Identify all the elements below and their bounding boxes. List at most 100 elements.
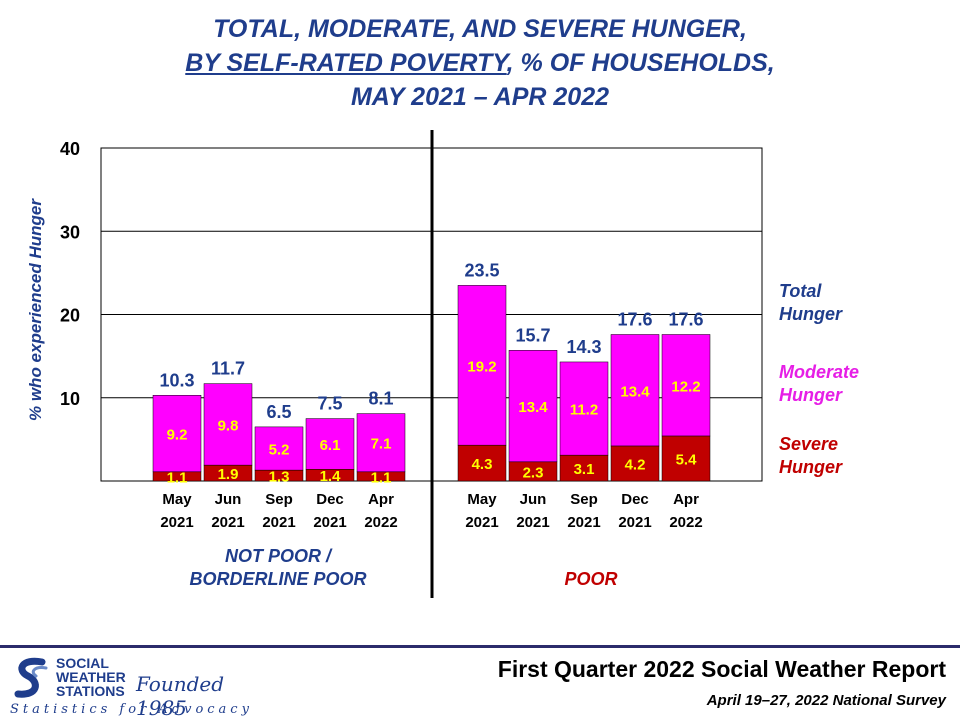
legend-label: Severe [779,434,838,454]
x-tick-label-month: Dec [316,491,344,508]
y-tick-label: 30 [60,222,80,242]
chart-title: TOTAL, MODERATE, AND SEVERE HUNGER, BY S… [0,12,960,114]
logo-org-line: SOCIAL [56,655,109,671]
moderate-label: 19.2 [467,358,496,375]
severe-label: 1.3 [269,469,290,486]
moderate-label: 7.1 [371,436,392,453]
title-line-2-rest: , % OF HOUSEHOLDS, [506,49,775,77]
severe-label: 1.1 [167,469,188,486]
x-tick-label-month: Sep [570,491,598,508]
total-label: 6.5 [266,402,291,422]
x-tick-label-month: Jun [520,491,547,508]
y-tick-label: 40 [60,139,80,159]
moderate-label: 12.2 [671,378,700,395]
logo-org-line: STATIONS [56,683,125,699]
moderate-label: 13.4 [518,399,548,416]
moderate-label: 5.2 [269,442,290,459]
group-label: POOR [564,569,617,589]
x-tick-label-month: May [162,491,192,508]
logo-founded: Founded 1985 [136,672,225,720]
x-tick-label-month: Apr [368,491,394,508]
x-tick-label-year: 2021 [211,514,244,531]
legend-label: Moderate [779,362,859,382]
x-tick-label-year: 2021 [618,514,651,531]
total-label: 10.3 [159,370,194,390]
bar-moderate [610,334,660,447]
bar-severe [559,454,609,482]
severe-label: 5.4 [676,452,698,469]
bar-severe [203,464,253,482]
total-label: 23.5 [464,260,499,280]
bar-severe [254,469,304,482]
bar-moderate [559,361,609,456]
bar-severe [508,461,558,482]
bar-severe [356,471,406,482]
logo-org-name: SOCIAL WEATHER STATIONS [56,656,126,698]
total-label: 11.7 [211,359,245,379]
footer-divider [0,645,960,648]
total-label: 8.1 [368,389,393,409]
x-tick-label-month: Jun [215,491,242,508]
total-label: 17.6 [668,309,703,329]
moderate-label: 11.2 [570,402,598,419]
x-tick-label-month: Apr [673,491,699,508]
legend-label: Hunger [779,385,843,405]
x-tick-label-year: 2021 [262,514,295,531]
moderate-label: 9.2 [167,427,188,444]
bar-severe [305,469,355,482]
y-axis-label: % who experienced Hunger [26,198,45,421]
legend-label: Total [779,281,822,301]
severe-label: 1.4 [320,468,342,485]
y-tick-label: 20 [60,306,80,326]
x-tick-label-year: 2021 [567,514,600,531]
bar-severe [610,445,660,482]
moderate-label: 9.8 [218,417,239,434]
severe-label: 4.3 [472,456,493,473]
logo-tagline: Statistics for Advocacy [10,702,253,717]
legend-label: Hunger [779,457,843,477]
x-tick-label-month: Sep [265,491,293,508]
severe-label: 1.1 [371,469,392,486]
bar-moderate [305,418,355,470]
bar-moderate [457,285,507,446]
x-tick-label-month: Dec [621,491,649,508]
x-tick-label-year: 2022 [364,514,397,531]
footer-report-title: First Quarter 2022 Social Weather Report [497,656,946,682]
bar-moderate [661,334,711,437]
severe-label: 2.3 [523,464,544,481]
bar-moderate [152,395,202,473]
swirl-logo-icon [14,657,48,698]
group-label: BORDERLINE POOR [189,569,366,589]
group-label: NOT POOR / [225,546,333,566]
x-tick-label-year: 2021 [516,514,549,531]
title-line-2: BY SELF-RATED POVERTY, % OF HOUSEHOLDS, [0,46,960,80]
severe-label: 1.9 [218,466,239,483]
bar-severe [152,471,202,482]
sws-logo: SOCIAL WEATHER STATIONS Founded 1985 Sta… [10,656,270,720]
bar-moderate [203,383,253,466]
legend-label: Hunger [779,304,843,324]
x-tick-label-year: 2021 [160,514,193,531]
total-label: 17.6 [617,309,652,329]
bar-severe [457,444,507,482]
severe-label: 3.1 [574,461,595,478]
y-tick-label: 10 [60,389,80,409]
moderate-label: 6.1 [320,437,341,454]
hunger-chart: 10 20 30 40 % who experienced Hunger 10.3 9.2 1… [26,130,859,598]
bar-moderate [356,413,406,473]
bar-severe [661,435,711,482]
total-label: 15.7 [515,325,550,345]
x-tick-label-year: 2021 [465,514,498,531]
bar-moderate [508,350,558,463]
severe-label: 4.2 [625,457,646,474]
moderate-label: 13.4 [620,383,650,400]
bar-moderate [254,426,304,471]
total-label: 14.3 [566,337,601,357]
x-tick-label-year: 2022 [669,514,702,531]
x-tick-label-year: 2021 [313,514,346,531]
title-line-1: TOTAL, MODERATE, AND SEVERE HUNGER, [213,15,747,43]
logo-org-line: WEATHER [56,669,126,685]
total-label: 7.5 [317,394,342,414]
footer-survey-dates: April 19–27, 2022 National Survey [706,692,946,709]
title-underlined: BY SELF-RATED POVERTY [185,49,507,77]
